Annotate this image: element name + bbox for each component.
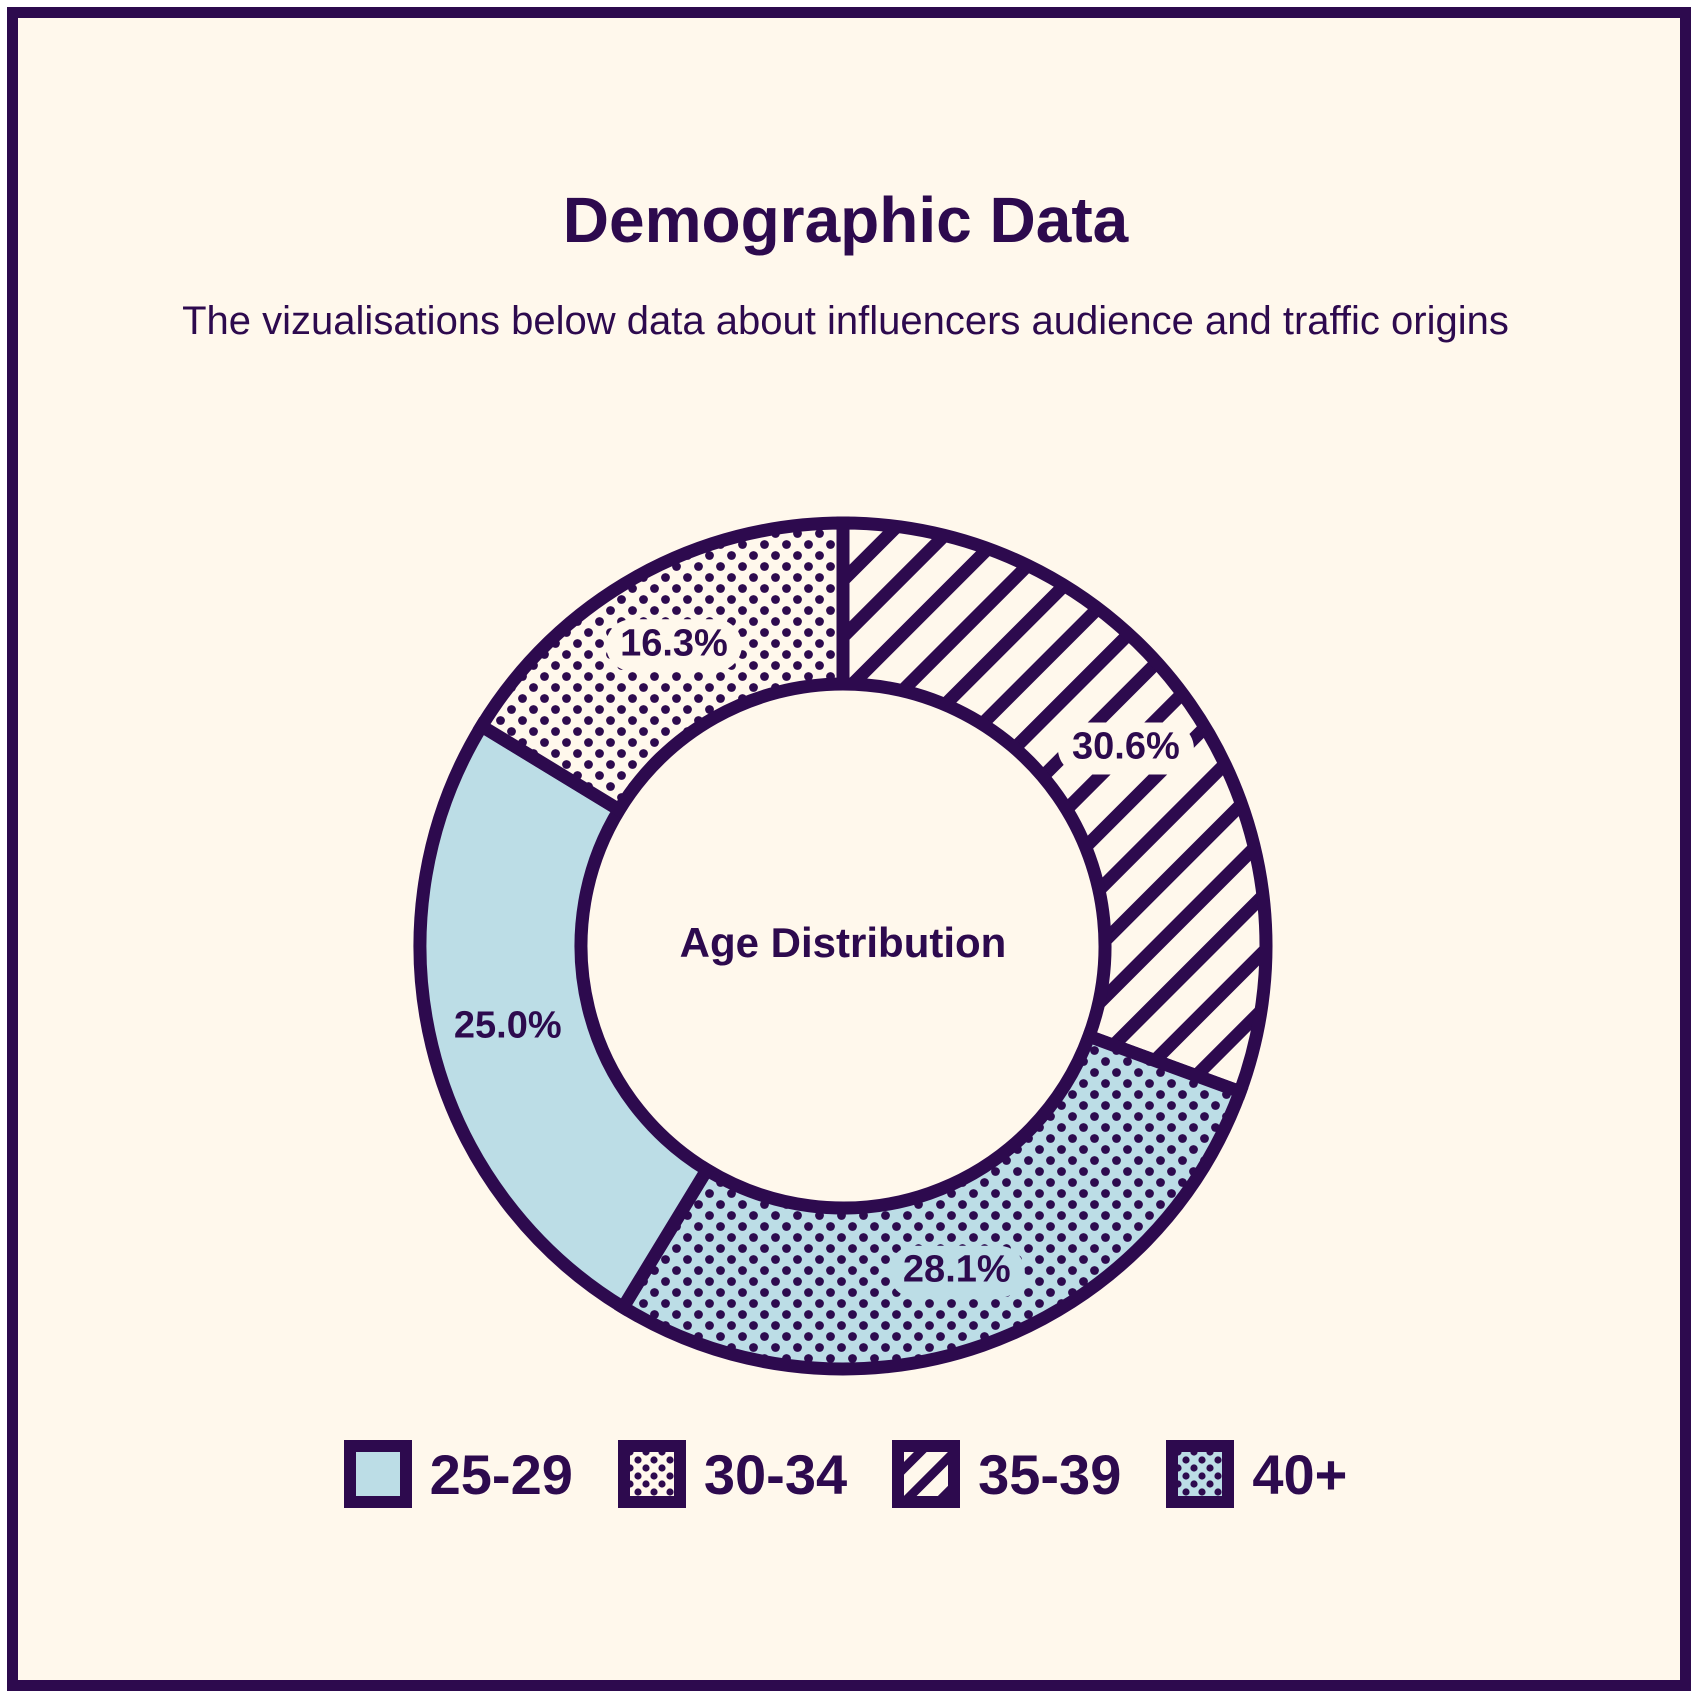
- legend-label: 40+: [1252, 1442, 1348, 1506]
- svg-text:30.6%: 30.6%: [1072, 726, 1180, 768]
- svg-text:16.3%: 16.3%: [620, 622, 728, 664]
- svg-text:28.1%: 28.1%: [903, 1249, 1011, 1291]
- legend-item-35-39[interactable]: 35-39: [892, 1440, 1121, 1508]
- page-subtitle: The vizualisations below data about infl…: [182, 299, 1509, 343]
- legend-item-25-29[interactable]: 25-29: [343, 1440, 573, 1508]
- legend-label: 35-39: [978, 1442, 1122, 1506]
- value-label-25-29: 25.0%: [454, 1005, 562, 1047]
- legend-label: 25-29: [429, 1442, 573, 1506]
- legend-item-40plus[interactable]: 40+: [1166, 1440, 1347, 1508]
- legend-item-30-34[interactable]: 30-34: [617, 1440, 848, 1508]
- svg-text:25.0%: 25.0%: [454, 1005, 562, 1047]
- slice-40plus[interactable]: [614, 1027, 1249, 1376]
- value-label-35-39: 30.6%: [1057, 722, 1194, 775]
- slice-25-29[interactable]: [413, 717, 716, 1317]
- value-label-30-34: 16.3%: [605, 619, 742, 672]
- legend-label: 30-34: [703, 1442, 848, 1506]
- chart-card: [7, 7, 1691, 1691]
- slice-35-39[interactable]: [836, 516, 1273, 1101]
- value-label-40plus: 28.1%: [888, 1245, 1025, 1298]
- page-title: Demographic Data: [562, 184, 1129, 256]
- legend-swatch: [892, 1440, 961, 1508]
- center-label: Age Distribution: [680, 919, 1007, 966]
- legend-swatch: [1166, 1440, 1235, 1508]
- legend-swatch: [343, 1440, 412, 1508]
- chart-legend: 25-29 30-34 35-39 40+: [0, 1440, 1691, 1508]
- legend-swatch: [617, 1440, 686, 1508]
